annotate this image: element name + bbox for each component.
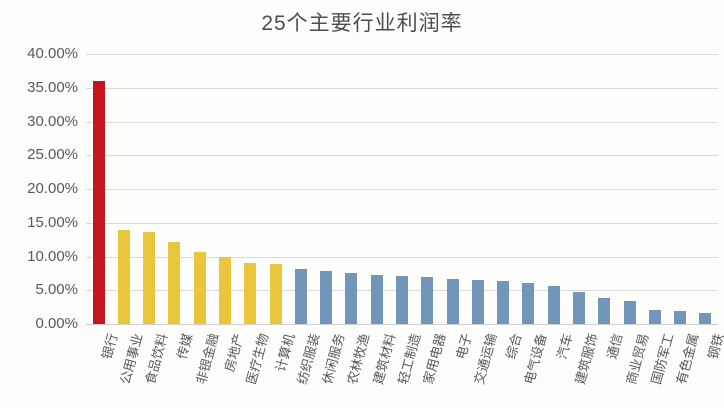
- bar: [143, 232, 155, 324]
- bar: [295, 269, 307, 324]
- y-tick-label: 5.00%: [35, 281, 78, 299]
- gridline: [86, 88, 718, 89]
- gridline: [86, 189, 718, 190]
- bar: [219, 257, 231, 324]
- x-tick-label: 综合: [503, 331, 525, 361]
- x-tick-label: 电子: [452, 331, 474, 361]
- bar: [497, 281, 509, 324]
- gridline: [86, 122, 718, 123]
- bar: [93, 81, 105, 324]
- bar: [649, 310, 661, 324]
- bar: [573, 292, 585, 324]
- x-tick-label: 汽车: [553, 331, 576, 361]
- x-tick-label: 传媒: [174, 331, 196, 361]
- bar: [194, 252, 206, 324]
- y-tick-label: 10.00%: [27, 247, 78, 265]
- chart-title: 25个主要行业利润率: [261, 12, 463, 35]
- x-tick-label: 计算机: [272, 331, 297, 374]
- bar: [472, 280, 484, 324]
- bar: [447, 279, 459, 324]
- bar: [624, 301, 636, 324]
- gridline: [86, 257, 718, 258]
- y-tick-label: 30.00%: [27, 112, 78, 130]
- bar: [270, 264, 282, 324]
- y-tick-label: 40.00%: [27, 45, 78, 62]
- gridline: [86, 223, 718, 224]
- x-tick-label: 银行: [98, 331, 121, 361]
- bar: [168, 242, 180, 324]
- bar: [345, 273, 357, 324]
- gridline: [86, 155, 718, 156]
- y-tick-label: 35.00%: [27, 78, 78, 96]
- bar: [320, 271, 332, 324]
- bar: [699, 313, 711, 324]
- bar: [598, 298, 610, 324]
- bar: [396, 276, 408, 324]
- bar: [244, 263, 256, 324]
- gridline: [86, 324, 718, 325]
- plot-area: [86, 54, 718, 325]
- bar: [118, 230, 130, 324]
- bar: [421, 277, 433, 324]
- gridline: [86, 54, 718, 55]
- bar: [674, 311, 686, 324]
- y-tick-label: 20.00%: [27, 180, 78, 197]
- x-tick-label: 通信: [604, 331, 626, 361]
- y-tick-label: 25.00%: [27, 146, 78, 164]
- y-tick-label: 15.00%: [27, 213, 78, 231]
- y-tick-label: 0.00%: [35, 315, 78, 332]
- bar: [371, 275, 383, 324]
- bar: [522, 283, 534, 324]
- x-tick-label: 钢铁: [705, 331, 724, 361]
- bar: [548, 286, 560, 324]
